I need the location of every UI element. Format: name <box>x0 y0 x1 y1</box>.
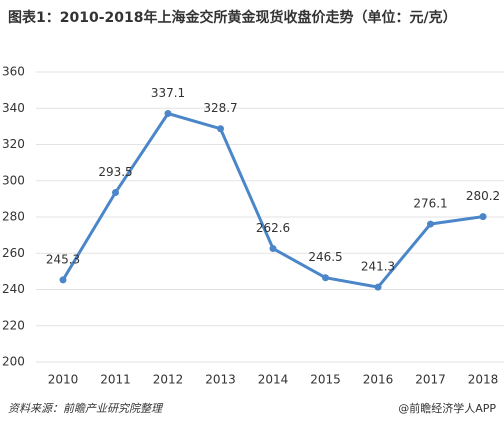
y-tick-label: 320 <box>2 137 25 151</box>
data-label: 276.1 <box>413 197 447 211</box>
point <box>59 276 67 284</box>
x-tick-label: 2010 <box>48 373 79 387</box>
data-label: 241.3 <box>361 260 395 274</box>
data-label: 280.2 <box>466 189 500 203</box>
x-tick-label: 2014 <box>258 373 289 387</box>
y-tick-label: 280 <box>2 210 25 224</box>
x-tick-label: 2015 <box>310 373 341 387</box>
chart-title: 图表1：2010-2018年上海金交所黄金现货收盘价走势（单位：元/克） <box>8 10 457 26</box>
credit: @前瞻经济学人APP <box>398 402 496 415</box>
point <box>427 220 434 228</box>
y-tick-label: 300 <box>2 173 25 187</box>
x-tick-label: 2017 <box>415 373 446 387</box>
point <box>269 245 277 253</box>
y-tick-label: 220 <box>2 318 25 332</box>
point <box>164 110 172 118</box>
data-label: 246.5 <box>308 250 342 264</box>
data-label: 293.5 <box>98 165 132 179</box>
point <box>322 274 329 282</box>
y-tick-label: 200 <box>2 355 25 369</box>
point <box>112 189 119 197</box>
x-tick-label: 2012 <box>153 373 184 387</box>
x-tick-label: 2011 <box>100 373 131 387</box>
y-tick-label: 340 <box>2 101 25 115</box>
y-tick-label: 260 <box>2 246 25 260</box>
data-label: 245.3 <box>46 252 80 266</box>
point <box>374 283 382 291</box>
y-tick-label: 360 <box>2 65 25 79</box>
data-label: 337.1 <box>151 86 185 100</box>
point <box>479 213 487 221</box>
source-note: 资料来源：前瞻产业研究院整理 <box>8 402 162 415</box>
y-tick-label: 240 <box>2 282 25 296</box>
data-label: 328.7 <box>203 101 237 115</box>
point <box>217 125 224 133</box>
x-tick-label: 2013 <box>205 373 236 387</box>
x-tick-label: 2018 <box>468 373 499 387</box>
data-label: 262.6 <box>256 221 290 235</box>
x-tick-label: 2016 <box>363 373 394 387</box>
